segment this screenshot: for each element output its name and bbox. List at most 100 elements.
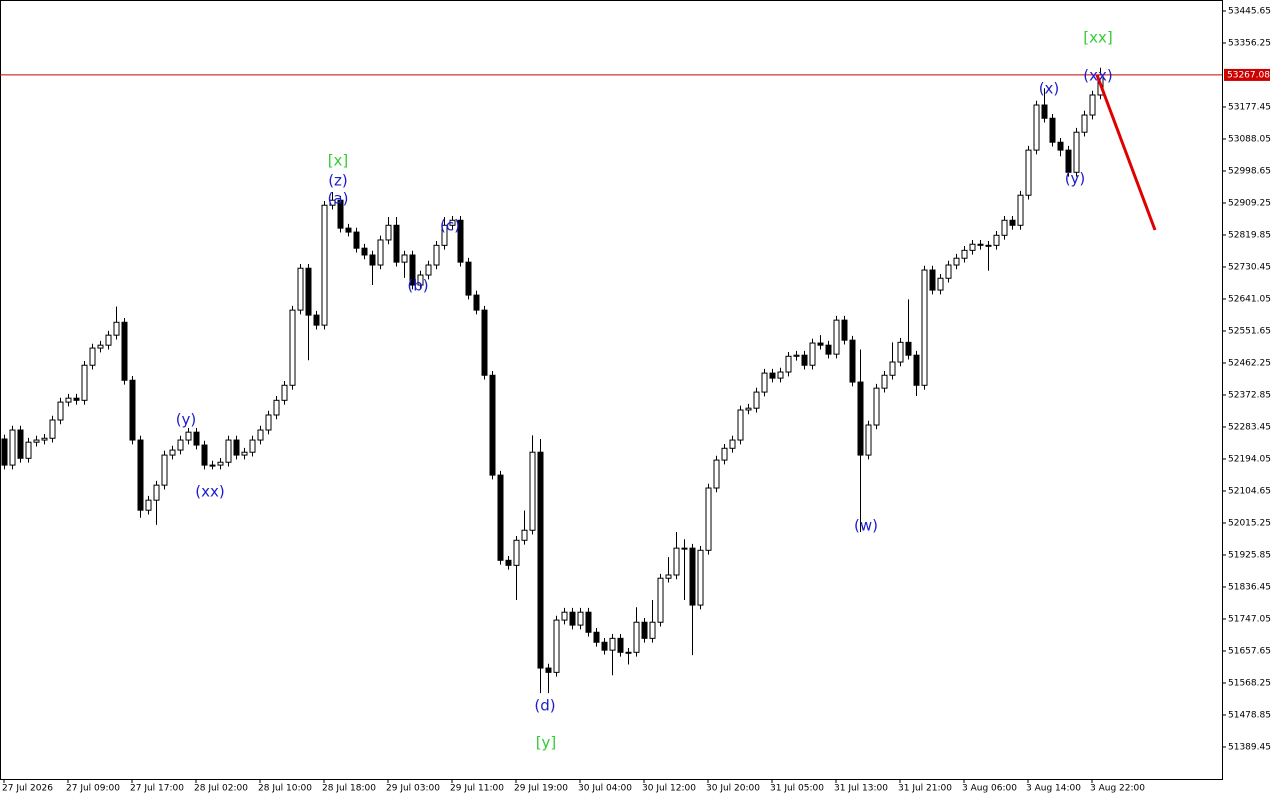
candle-body [185, 431, 192, 441]
candle-body [921, 269, 928, 386]
candle-body [769, 372, 776, 379]
candle-body [401, 254, 408, 263]
candle-body [633, 621, 640, 653]
x-tick-label: 31 Jul 13:00 [834, 784, 888, 794]
candle-body [289, 309, 296, 386]
candle-body [73, 397, 80, 401]
candle-body [1057, 141, 1064, 151]
x-tick-label: 29 Jul 11:00 [450, 784, 504, 794]
y-tick-label: 52462.25 [1228, 358, 1271, 368]
candle-body [937, 277, 944, 291]
candle-body [193, 431, 200, 446]
candle-body [513, 539, 520, 566]
candle-body [689, 547, 696, 606]
candle-body [697, 549, 704, 606]
candle-body [841, 319, 848, 341]
candle-body [929, 269, 936, 291]
candle-body [1009, 219, 1016, 226]
y-tick-label: 52730.45 [1228, 262, 1271, 272]
candle-body [201, 444, 208, 466]
candle-body [969, 243, 976, 251]
y-tick-label: 51478.85 [1228, 710, 1271, 720]
y-tick-label: 51747.05 [1228, 614, 1271, 624]
candle-body [737, 409, 744, 441]
candle-body [369, 254, 376, 266]
candle-body [761, 372, 768, 393]
candle-body [745, 407, 752, 411]
wave-label: (z) [328, 172, 348, 190]
candle-body [49, 419, 56, 439]
candle-body [97, 344, 104, 349]
candle-body [601, 641, 608, 651]
candle-body [897, 341, 904, 363]
candle-body [321, 204, 328, 326]
candle-body [801, 354, 808, 366]
candle-body [953, 257, 960, 266]
candle-body [665, 574, 672, 579]
y-tick-label: 51836.45 [1228, 582, 1271, 592]
candle-body [641, 621, 648, 639]
candle-body [905, 341, 912, 356]
candle-body [425, 264, 432, 276]
candle-body [681, 547, 688, 550]
candle-body [17, 429, 24, 459]
candle-body [881, 374, 888, 389]
candle-body [657, 577, 664, 623]
candle-body [553, 619, 560, 673]
price-label: 53267.08 [1227, 70, 1270, 80]
candle-body [209, 464, 216, 467]
candle-body [281, 384, 288, 401]
candle-body [257, 429, 264, 441]
candle-body [993, 234, 1000, 246]
candle-body [825, 344, 832, 355]
candle-body [65, 397, 72, 403]
candle-body [1, 438, 8, 466]
y-tick-label: 52015.25 [1228, 518, 1271, 528]
candle-body [305, 267, 312, 316]
candle-body [713, 459, 720, 489]
x-tick-label: 28 Jul 02:00 [194, 784, 248, 794]
candle-body [865, 424, 872, 456]
wave-label: [xx] [1083, 29, 1112, 47]
candle-body [113, 321, 120, 336]
candle-body [1033, 104, 1040, 151]
candle-body [1017, 194, 1024, 226]
x-tick-label: 27 Jul 17:00 [130, 784, 184, 794]
x-tick-label: 27 Jul 2026 [2, 784, 53, 794]
candle-body [1041, 104, 1048, 119]
wave-label: [y] [536, 734, 557, 752]
candle-body [233, 439, 240, 456]
y-tick-label: 53177.45 [1228, 102, 1271, 112]
y-tick-label: 52641.05 [1228, 294, 1271, 304]
candle-body [129, 379, 136, 441]
x-tick-label: 3 Aug 06:00 [962, 784, 1017, 794]
candle-body [569, 611, 576, 626]
y-tick-label: 53088.05 [1228, 134, 1271, 144]
candle-body [537, 451, 544, 669]
wave-label: (a) [328, 190, 349, 208]
y-tick-label: 52283.45 [1228, 422, 1271, 432]
candle-body [409, 254, 416, 286]
y-tick-label: 51925.85 [1228, 550, 1271, 560]
candle-body [249, 439, 256, 453]
candle-body [417, 274, 424, 286]
candle-body [961, 249, 968, 259]
x-tick-label: 3 Aug 22:00 [1090, 784, 1145, 794]
price-label-box [1224, 68, 1270, 81]
wave-label: (y) [1065, 170, 1086, 188]
candle-body [353, 231, 360, 249]
candle-body [809, 342, 816, 366]
candle-body [217, 461, 224, 466]
candle-body [377, 239, 384, 266]
candle-body [393, 224, 400, 263]
candle-body [505, 559, 512, 566]
x-tick-label: 3 Aug 14:00 [1026, 784, 1081, 794]
x-tick-label: 29 Jul 19:00 [514, 784, 568, 794]
y-tick-label: 52819.85 [1228, 230, 1271, 240]
candle-body [1001, 219, 1008, 236]
candle-body [313, 314, 320, 326]
candle-body [497, 474, 504, 561]
candle-body [297, 267, 304, 311]
x-tick-label: 31 Jul 21:00 [898, 784, 952, 794]
